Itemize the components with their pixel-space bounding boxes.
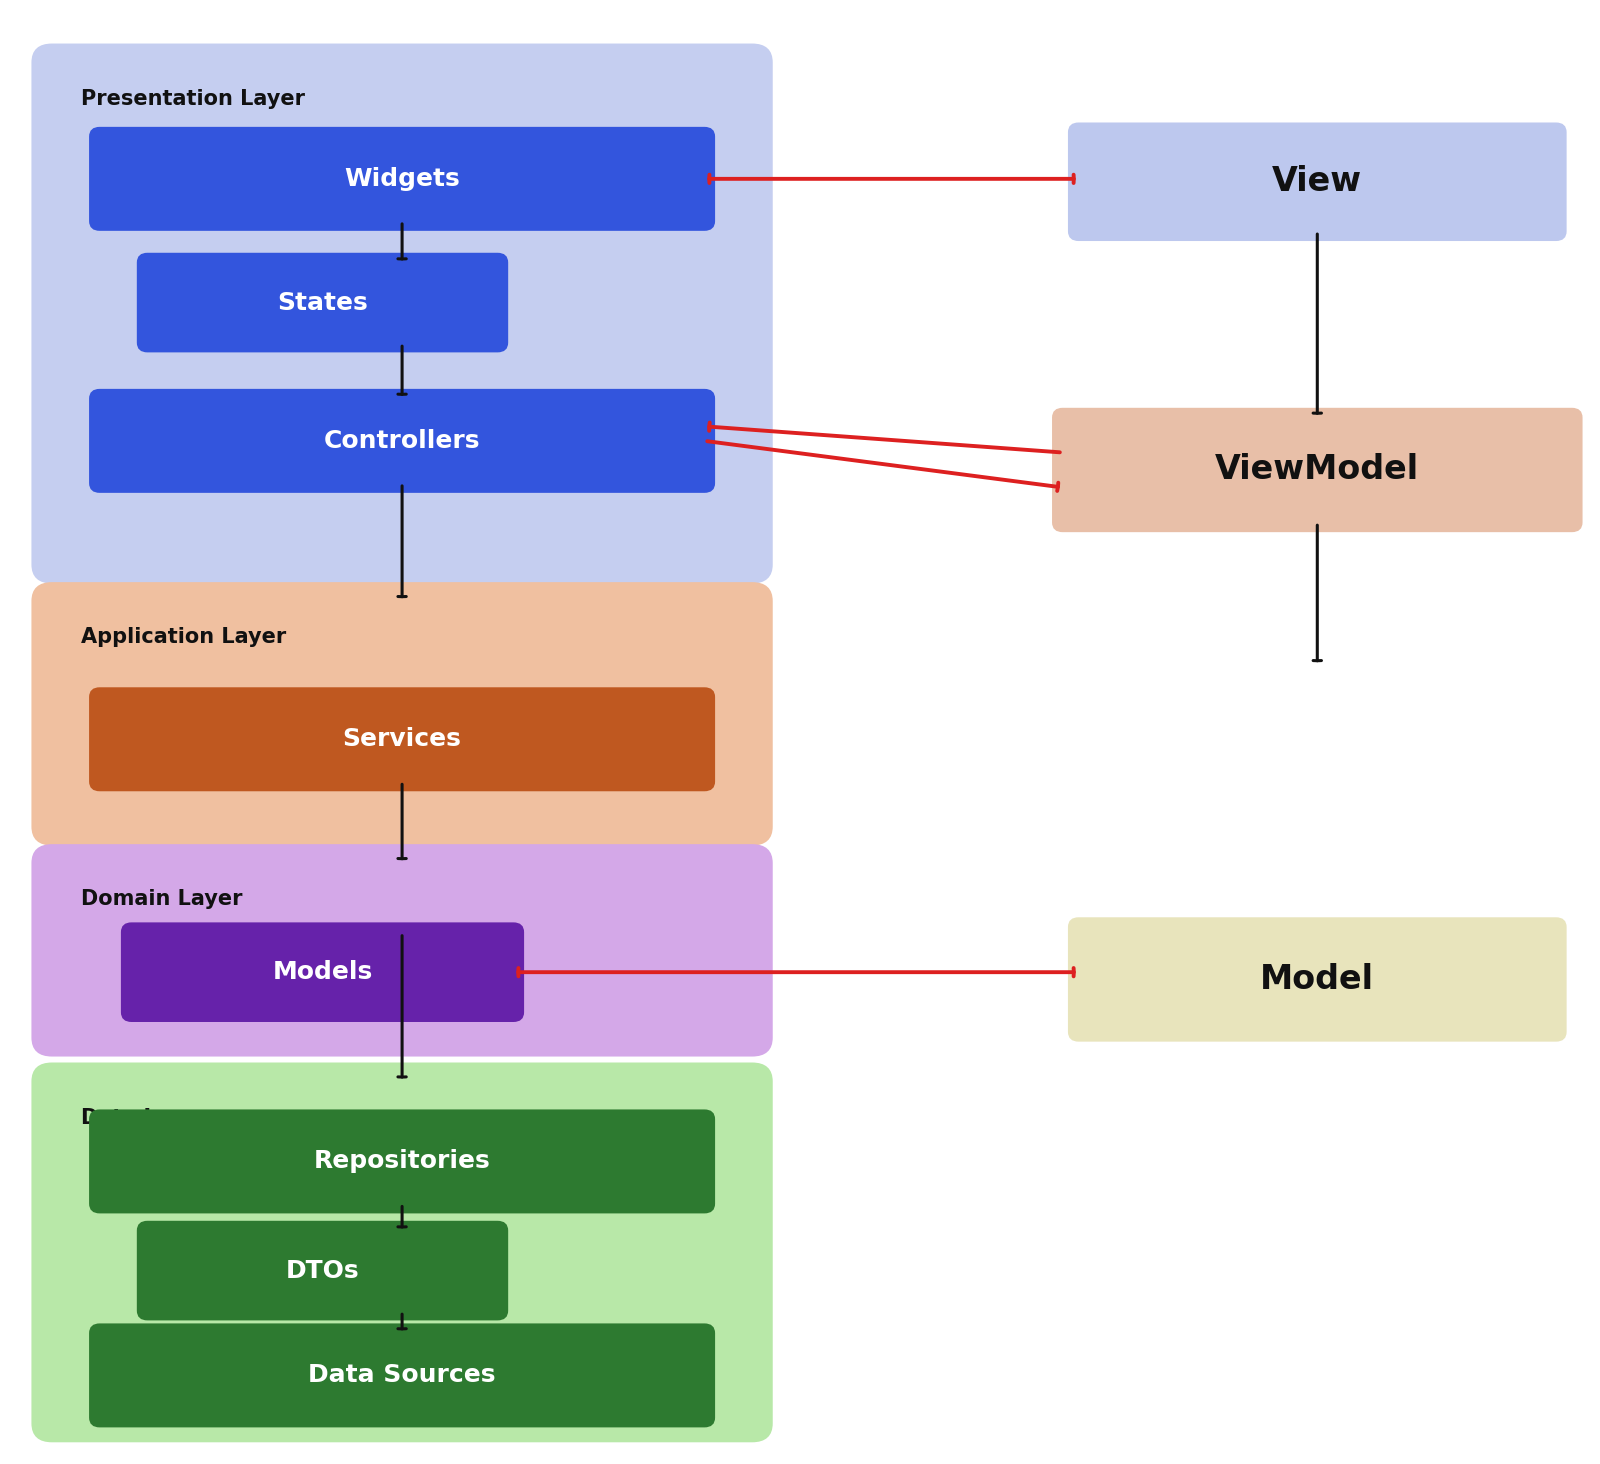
FancyBboxPatch shape xyxy=(122,924,523,1020)
Text: Data Sources: Data Sources xyxy=(309,1363,496,1388)
Text: Models: Models xyxy=(272,960,373,984)
Text: Domain Layer: Domain Layer xyxy=(80,889,242,909)
Text: Services: Services xyxy=(342,728,461,751)
FancyBboxPatch shape xyxy=(34,1064,771,1441)
FancyBboxPatch shape xyxy=(90,389,714,492)
Text: Repositories: Repositories xyxy=(314,1149,491,1174)
Text: Presentation Layer: Presentation Layer xyxy=(80,89,304,108)
FancyBboxPatch shape xyxy=(90,1325,714,1426)
FancyBboxPatch shape xyxy=(138,253,507,351)
Text: View: View xyxy=(1272,165,1362,198)
Text: DTOs: DTOs xyxy=(286,1259,360,1282)
Text: Widgets: Widgets xyxy=(344,167,459,190)
Text: ViewModel: ViewModel xyxy=(1216,454,1419,486)
FancyBboxPatch shape xyxy=(1069,123,1565,240)
Text: States: States xyxy=(277,290,368,315)
Text: Data Layer: Data Layer xyxy=(80,1108,208,1127)
FancyBboxPatch shape xyxy=(90,127,714,230)
Text: Model: Model xyxy=(1261,963,1374,996)
FancyBboxPatch shape xyxy=(34,584,771,845)
Text: Controllers: Controllers xyxy=(323,429,480,452)
FancyBboxPatch shape xyxy=(90,1111,714,1212)
FancyBboxPatch shape xyxy=(34,45,771,583)
FancyBboxPatch shape xyxy=(1069,918,1565,1041)
FancyBboxPatch shape xyxy=(34,846,771,1056)
Text: Application Layer: Application Layer xyxy=(80,627,286,647)
FancyBboxPatch shape xyxy=(1053,408,1581,531)
FancyBboxPatch shape xyxy=(90,688,714,791)
FancyBboxPatch shape xyxy=(138,1222,507,1319)
